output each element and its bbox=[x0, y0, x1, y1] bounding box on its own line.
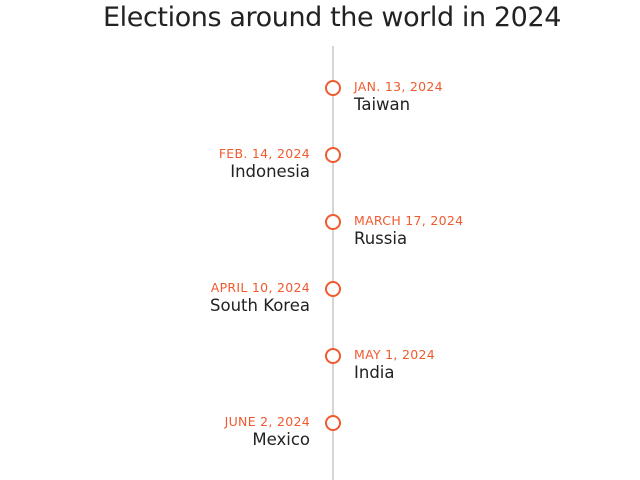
timeline-marker bbox=[324, 79, 341, 96]
event-date: FEB. 14, 2024 bbox=[218, 146, 310, 161]
event-date: MAY 1, 2024 bbox=[354, 347, 435, 362]
event-country: South Korea bbox=[210, 296, 310, 315]
event-date: MARCH 17, 2024 bbox=[354, 213, 464, 228]
timeline-event: FEB. 14, 2024 Indonesia bbox=[219, 146, 310, 182]
event-date: APRIL 10, 2024 bbox=[210, 280, 310, 295]
timeline-marker bbox=[324, 213, 341, 230]
event-country: Russia bbox=[354, 229, 408, 248]
event-date: JAN. 13, 2024 bbox=[354, 79, 443, 94]
timeline-event: JUNE 2, 2024 Mexico bbox=[225, 414, 310, 450]
timeline-event: JAN. 13, 2024 Taiwan bbox=[354, 79, 443, 115]
timeline-marker bbox=[324, 347, 341, 364]
timeline-marker bbox=[324, 146, 341, 163]
timeline-event: MARCH 17, 2024 Russia bbox=[354, 213, 463, 249]
event-date: JUNE 2, 2024 bbox=[224, 414, 310, 429]
timeline-axis bbox=[332, 46, 334, 480]
timeline-marker bbox=[324, 414, 341, 431]
event-country: Indonesia bbox=[230, 162, 310, 181]
event-country: India bbox=[354, 363, 395, 382]
event-country: Taiwan bbox=[354, 95, 411, 114]
timeline-event: APRIL 10, 2024 South Korea bbox=[210, 280, 310, 316]
timeline-marker bbox=[324, 280, 341, 297]
event-country: Mexico bbox=[252, 430, 310, 449]
chart-title: Elections around the world in 2024 bbox=[102, 2, 562, 33]
timeline-event: MAY 1, 2024 India bbox=[354, 347, 435, 383]
